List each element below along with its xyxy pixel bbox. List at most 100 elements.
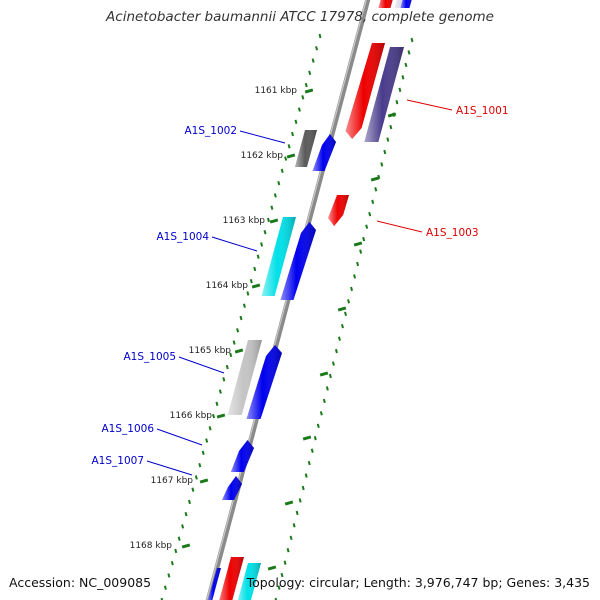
tick-dot xyxy=(236,328,240,333)
gene-A1S_1004-blue xyxy=(280,222,316,300)
tick-dot xyxy=(283,560,287,565)
gene-A1S_1005-blue xyxy=(246,345,282,419)
tick-dot xyxy=(181,524,185,529)
gene-shading xyxy=(364,47,404,142)
inner-tick-ring xyxy=(160,33,322,600)
label-leader-line xyxy=(146,460,193,476)
tick-dot xyxy=(353,274,357,279)
tick-dot xyxy=(274,597,278,600)
tick-dot xyxy=(242,303,246,308)
tick-dot xyxy=(205,438,209,443)
tick-dot xyxy=(215,401,219,407)
tick-dot xyxy=(359,249,363,254)
tick-dot xyxy=(341,324,344,329)
outer-tick-mark xyxy=(370,176,380,182)
tick-dot xyxy=(383,149,387,155)
tick-dot xyxy=(304,82,308,88)
tick-dot xyxy=(291,131,295,137)
tick-dot xyxy=(277,180,281,186)
gene-shading xyxy=(219,557,244,600)
label-leader-line xyxy=(178,356,225,374)
gene-shading xyxy=(328,195,349,226)
gene-label-text: A1S_1006 xyxy=(102,423,155,435)
label-leader-line xyxy=(406,99,453,111)
gene-label-a1s-1005: A1S_1005 xyxy=(124,351,225,374)
kbp-tick-mark xyxy=(286,153,296,159)
label-leader-line xyxy=(156,428,203,446)
gene-shading xyxy=(222,476,242,500)
tick-dot xyxy=(198,462,202,468)
tick-dot xyxy=(256,254,260,259)
tick-dot xyxy=(218,389,222,394)
tick-dot xyxy=(294,119,298,125)
gene-label-a1s-1007: A1S_1007 xyxy=(92,455,193,476)
tick-dot xyxy=(201,450,205,456)
kbp-tick-label: 1168 kbp xyxy=(130,541,173,551)
label-leader-line xyxy=(239,130,286,144)
tick-dot xyxy=(307,460,311,466)
kbp-tick-mark xyxy=(304,88,314,94)
gene-label-a1s-1001: A1S_1001 xyxy=(406,99,509,117)
tick-dot xyxy=(229,352,233,357)
gene-shading xyxy=(400,0,412,8)
tick-dot xyxy=(325,386,329,391)
gene-top-blue xyxy=(400,0,412,8)
gene-bottom-cyan xyxy=(238,563,261,600)
gene-label-text: A1S_1001 xyxy=(456,105,509,117)
gene-A1S_1004-cyan xyxy=(261,217,296,296)
gene-shading xyxy=(227,340,262,415)
tick-dot xyxy=(232,340,236,345)
kbp-tick-label: 1165 kbp xyxy=(189,346,232,356)
tick-dot xyxy=(222,377,226,382)
gene-label-text: A1S_1007 xyxy=(92,455,145,467)
tick-dot xyxy=(308,70,312,75)
tick-dot xyxy=(298,498,302,503)
gene-label-a1s-1004: A1S_1004 xyxy=(157,231,258,252)
outer-tick-mark xyxy=(337,306,347,312)
gene-shading xyxy=(208,568,221,600)
tick-dot xyxy=(167,573,171,578)
tick-dot xyxy=(273,193,277,198)
topology-text: Topology: circular; Length: 3,976,747 bp… xyxy=(246,575,590,590)
tick-ring: 1161 kbp 1162 kbp 1163 kbp 1164 kbp 1165 kbp… xyxy=(130,33,414,600)
tick-dot xyxy=(344,311,347,316)
outer-tick-ring xyxy=(274,37,414,600)
tick-dot xyxy=(386,137,390,142)
gene-shading xyxy=(312,134,336,171)
kbp-tick-mark xyxy=(269,218,279,224)
tick-dot xyxy=(239,315,243,321)
gene-shading xyxy=(238,563,261,600)
tick-dot xyxy=(289,535,293,540)
tick-dot xyxy=(225,364,229,370)
tick-dot xyxy=(249,279,253,284)
tick-dot xyxy=(253,266,257,272)
tick-dot xyxy=(191,487,195,492)
tick-dot xyxy=(322,398,326,404)
gene-top-red xyxy=(378,0,393,8)
kbp-tick-label: 1166 kbp xyxy=(170,411,213,421)
tick-dot xyxy=(395,100,399,105)
tick-dot xyxy=(310,448,314,453)
tick-dot xyxy=(313,436,317,441)
gene-label-text: A1S_1003 xyxy=(426,227,479,239)
tick-dot xyxy=(334,348,338,354)
tick-dot xyxy=(365,224,369,229)
tick-dot xyxy=(280,168,284,174)
gene-shading xyxy=(280,222,316,300)
kbp-tick-mark xyxy=(251,283,261,289)
tick-dot xyxy=(301,95,305,100)
tick-dot xyxy=(266,217,270,223)
tick-dot xyxy=(163,585,167,590)
tick-dot xyxy=(316,423,320,428)
kbp-tick-label: 1162 kbp xyxy=(241,151,284,161)
gene-label-a1s-1006: A1S_1006 xyxy=(102,423,203,446)
gene-A1S_1001-navy xyxy=(364,47,404,142)
kbp-tick-label: 1164 kbp xyxy=(206,281,249,291)
tick-dot xyxy=(398,87,402,92)
gene-bottom-red xyxy=(219,557,244,600)
outer-tick-mark xyxy=(387,112,397,118)
gene-shading xyxy=(295,130,317,167)
gene-A1S_1001-red xyxy=(345,43,385,139)
tick-dot xyxy=(260,242,264,247)
